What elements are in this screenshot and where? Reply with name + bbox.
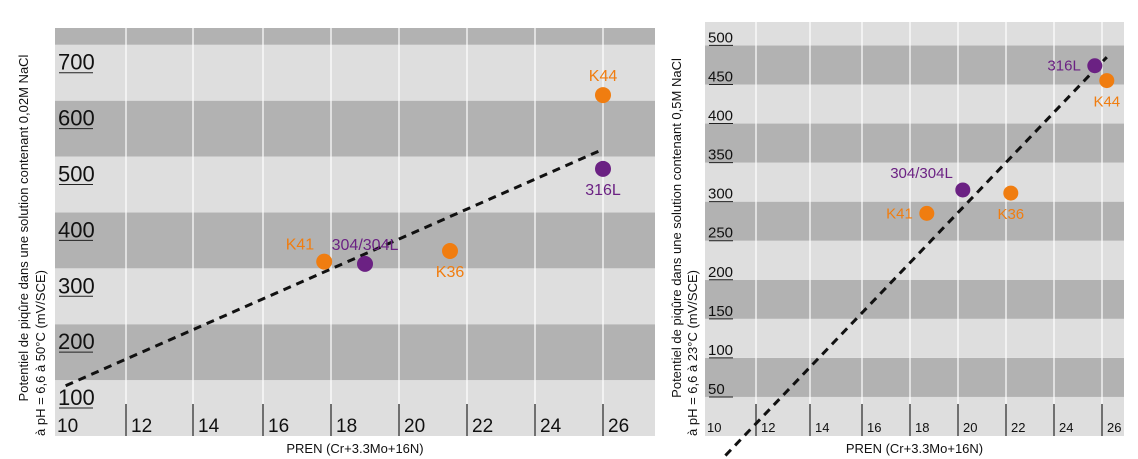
y-tick-label: 300 [708,186,733,203]
chart-panel-2: 50 100 150 200 250 300 350 400 450 500 10 12 14 16 18 2… [669,22,1124,457]
background-band [55,28,655,45]
x-tick-label: 12 [761,420,775,435]
x-tick-label: 26 [608,416,629,437]
y-axis-label: Potentiel de piqûre dans une solution co… [16,54,31,401]
x-tick-label: 10 [707,420,721,435]
background-band [55,380,655,436]
data-point [1087,58,1103,74]
x-tick-label: 22 [1011,420,1025,435]
background-band [705,240,1124,280]
background-band [705,84,1124,124]
background-band [55,324,655,381]
y-tick-label: 200 [708,264,733,281]
background-bands [705,22,1124,436]
trend-line [724,56,1108,457]
x-tick-label: 18 [915,420,929,435]
y-tick-label: 400 [58,217,95,242]
data-point-label: 316L [1047,58,1080,75]
y-axis-label-line2: à pH = 6,6 à 50°C (mV/SCE) [33,270,48,436]
data-point-label: K36 [436,264,465,281]
data-point-label: 304/304L [332,237,399,254]
y-tick-label: 100 [708,342,733,359]
data-point-label: K41 [286,237,315,254]
background-band [705,357,1124,397]
background-bands [55,28,655,436]
x-axis-label: PREN (Cr+3.3Mo+16N) [846,441,983,456]
x-tick-label: 22 [472,416,493,437]
x-tick-label: 24 [1059,420,1073,435]
data-point [919,205,935,221]
data-point [595,87,611,104]
x-tick-label: 10 [57,416,78,437]
y-tick-label: 50 [708,381,725,398]
y-tick-label: 250 [708,225,733,242]
data-point [442,243,458,260]
x-tick-label: 18 [336,416,357,437]
data-point [316,253,333,270]
data-point-label: 304/304L [890,165,953,182]
y-tick-label: 500 [58,161,95,186]
chart-panel-1: 100 200 300 400 500 600 700 10 12 14 16 18 20 22 24 26 K… [16,28,655,456]
y-tick-label: 500 [708,29,733,46]
data-point [1003,185,1019,201]
x-tick-label: 20 [404,416,425,437]
background-band [705,279,1124,319]
x-tick-label: 24 [540,416,562,437]
x-tick-label: 14 [198,416,220,437]
background-band [55,268,655,325]
y-tick-label: 300 [58,273,95,298]
data-point-label: K36 [997,206,1024,223]
x-tick-label: 16 [268,416,289,437]
background-band [55,100,655,157]
data-point [595,160,611,177]
data-point [357,255,373,272]
y-tick-label: 400 [708,108,733,125]
y-tick-label: 700 [58,50,95,75]
y-tick-label: 450 [708,68,733,85]
data-point [955,182,971,198]
x-tick-label: 16 [867,420,881,435]
x-tick-label: 20 [963,420,977,435]
background-band [55,44,655,101]
data-point [1099,73,1115,89]
y-tick-label: 600 [58,106,95,131]
background-band [705,318,1124,358]
y-tick-label: 350 [708,147,733,164]
background-band [705,201,1124,241]
data-point-label: K44 [1093,94,1120,111]
data-point-label: 316L [585,182,621,199]
data-point-label: K44 [589,68,618,85]
y-tick-label: 200 [58,329,95,354]
x-axis-label: PREN (Cr+3.3Mo+16N) [286,441,423,456]
y-tick-label: 100 [58,385,95,410]
background-band [55,156,655,213]
x-tick-label: 14 [815,420,829,435]
background-band [705,22,1124,46]
x-tick-label: 26 [1107,420,1121,435]
x-tick-label: 12 [131,416,152,437]
y-axis-label: Potentiel de piqûre dans une solution co… [669,58,684,398]
y-axis-label-line2: à pH = 6,6 à 23°C (mV/SCE) [685,270,700,436]
background-band [705,123,1124,163]
data-point-label: K41 [886,205,913,222]
y-tick-label: 150 [708,303,733,320]
